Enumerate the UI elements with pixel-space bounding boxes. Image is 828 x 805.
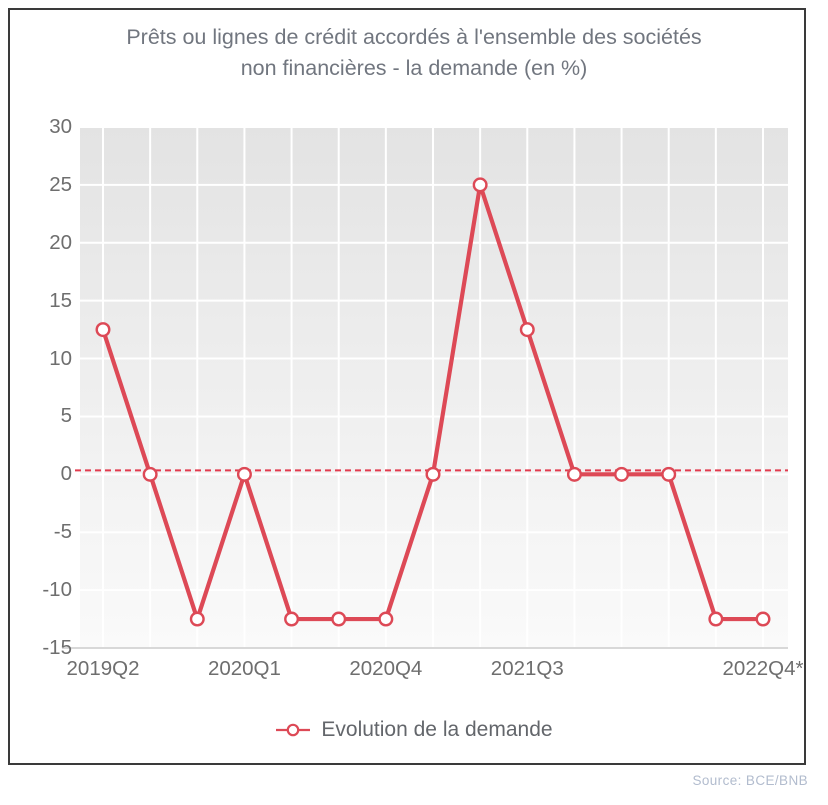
- data-points: [95, 177, 771, 627]
- legend: Evolution de la demande: [0, 713, 828, 747]
- y-tick-label: -15: [42, 636, 72, 659]
- data-point: [614, 466, 630, 482]
- data-point: [661, 466, 677, 482]
- data-point: [142, 466, 158, 482]
- y-tick-label: 15: [49, 288, 72, 312]
- data-point: [236, 466, 252, 482]
- x-tick-label: 2020Q4: [349, 657, 423, 680]
- data-point: [566, 466, 582, 482]
- y-tick-label: 30: [49, 115, 72, 138]
- legend-label: Evolution de la demande: [321, 718, 553, 741]
- data-point: [472, 177, 488, 193]
- y-tick-label: -5: [53, 520, 72, 544]
- x-tick-label: 2021Q3: [490, 657, 564, 680]
- data-point: [95, 322, 111, 338]
- x-tick-label: 2022Q4*: [722, 657, 804, 680]
- data-point: [284, 611, 300, 627]
- line-series-marker-icon: [276, 723, 311, 737]
- x-tick-label: 2019Q2: [66, 657, 140, 680]
- y-tick-label: 20: [49, 230, 72, 254]
- data-point: [331, 611, 347, 627]
- y-tick-label: 0: [60, 462, 72, 486]
- data-point: [519, 322, 535, 338]
- chart-title-line1: Prêts ou lignes de crédit accordés à l'e…: [126, 25, 702, 49]
- data-point: [425, 466, 441, 482]
- chart-title-line2: non financières - la demande (en %): [240, 56, 588, 81]
- chart-title: Prêts ou lignes de crédit accordés à l'e…: [30, 22, 798, 84]
- x-tick-label: 2020Q1: [207, 657, 281, 680]
- data-point: [755, 611, 771, 627]
- y-tick-label: 25: [49, 172, 72, 196]
- data-point: [189, 611, 205, 627]
- data-point: [378, 611, 394, 627]
- y-tick-label: -10: [42, 578, 72, 602]
- source-text: Source: BCE/BNB: [692, 773, 808, 788]
- y-tick-label: 10: [49, 346, 72, 370]
- data-point: [708, 611, 724, 627]
- y-tick-label: 5: [60, 404, 72, 428]
